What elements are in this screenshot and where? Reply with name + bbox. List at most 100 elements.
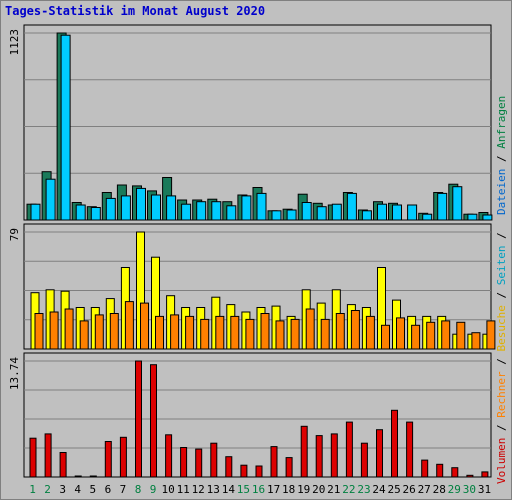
bar-dateien-day-31 [482, 214, 493, 221]
bar-volumen-day-26 [406, 421, 414, 478]
bar-dateien-day-27 [422, 213, 433, 221]
bar-volumen-day-1 [29, 437, 37, 478]
xtick-label-5: 5 [89, 483, 96, 496]
bar-dateien-day-16 [256, 192, 267, 221]
bar-volumen-day-16 [255, 465, 263, 478]
bar-volumen-day-7 [119, 436, 127, 478]
bar-dateien-day-7 [120, 195, 131, 221]
bar-volumen-day-22 [345, 421, 353, 478]
bar-volumen-day-25 [391, 409, 398, 478]
bar-rechner-day-11 [185, 315, 195, 350]
bar-volumen-day-2 [44, 433, 52, 478]
bar-rechner-day-17 [275, 320, 285, 350]
chart-title: Tages-Statistik im Monat August 2020 [5, 4, 266, 18]
bar-rechner-day-8 [140, 302, 149, 350]
bar-dateien-day-6 [105, 197, 116, 221]
xtick-label-16: 16 [252, 483, 265, 496]
side-legend-lower-part-0: Volumen [495, 438, 508, 484]
xtick-label-28: 28 [433, 483, 446, 496]
side-legend-lower-part-6: Seiten [495, 246, 508, 286]
bar-dateien-day-1 [30, 203, 41, 221]
bar-volumen-day-29 [451, 467, 459, 478]
bar-volumen-day-8 [135, 360, 142, 478]
side-legend-upper-part-0: Dateien [495, 169, 508, 215]
xtick-label-21: 21 [327, 483, 340, 496]
bar-rechner-day-20 [320, 318, 330, 350]
bar-dateien-day-12 [196, 201, 207, 221]
bar-rechner-day-24 [381, 324, 390, 350]
bar-rechner-day-23 [365, 315, 375, 350]
xtick-label-22: 22 [342, 483, 355, 496]
bar-volumen-day-10 [165, 434, 173, 478]
y-ticks: 1123 79 13.74 [8, 29, 21, 390]
xtick-label-30: 30 [463, 483, 476, 496]
bar-dateien-day-11 [181, 203, 192, 221]
bar-dateien-day-30 [467, 213, 478, 221]
bar-rechner-day-15 [245, 318, 255, 350]
xtick-label-14: 14 [222, 483, 236, 496]
bar-dateien-day-23 [361, 210, 372, 221]
xtick-label-9: 9 [150, 483, 157, 496]
bar-dateien-day-18 [286, 209, 297, 221]
bar-volumen-day-3 [59, 452, 67, 478]
bar-rechner-day-6 [109, 313, 119, 350]
bar-rechner-day-10 [170, 314, 180, 350]
bar-volumen-day-30 [466, 474, 474, 478]
x-ticks: 1 2 3 4 5 6 7 8 9 10 11 12 13 14 15 16 17 18 19 20 21 22 23 24 2… [29, 483, 491, 496]
bar-dateien-day-17 [271, 210, 282, 221]
side-legend-lower-part-4: Besuche [495, 305, 508, 351]
xtick-label-7: 7 [120, 483, 127, 496]
bar-dateien-day-22 [346, 192, 357, 221]
bar-volumen-day-23 [360, 442, 368, 478]
bar-dateien-day-25 [392, 204, 402, 221]
bar-volumen-day-21 [330, 433, 338, 478]
bar-volumen-day-28 [436, 463, 444, 478]
bar-volumen-day-15 [240, 464, 248, 478]
side-legend-upper-part-1: / [495, 149, 508, 169]
bar-dateien-day-29 [452, 186, 463, 221]
bar-rechner-day-2 [49, 311, 59, 350]
bar-dateien-day-21 [331, 203, 342, 221]
xtick-label-18: 18 [282, 483, 295, 496]
xtick-label-23: 23 [357, 483, 370, 496]
ytick-label-middle: 79 [8, 228, 21, 241]
xtick-label-15: 15 [237, 483, 250, 496]
bar-dateien-day-3 [60, 34, 71, 221]
bar-rechner-day-25 [396, 317, 405, 350]
xtick-label-24: 24 [372, 483, 386, 496]
xtick-label-10: 10 [161, 483, 174, 496]
bar-volumen-day-9 [150, 364, 157, 478]
side-legend-upper-part-2: Anfragen [495, 96, 508, 149]
xtick-label-29: 29 [448, 483, 461, 496]
xtick-label-4: 4 [74, 483, 81, 496]
bar-volumen-day-18 [285, 457, 293, 478]
bar-dateien-day-14 [226, 205, 237, 221]
bar-dateien-day-19 [301, 202, 312, 221]
bar-rechner-day-13 [215, 315, 225, 350]
bar-rechner-day-3 [64, 308, 74, 350]
xtick-label-17: 17 [267, 483, 280, 496]
bar-volumen-day-5 [89, 475, 97, 478]
bar-volumen-day-17 [270, 446, 278, 478]
panels [23, 24, 492, 478]
bar-rechner-day-21 [335, 313, 345, 350]
xtick-label-11: 11 [177, 483, 190, 496]
bar-rechner-day-28 [441, 320, 451, 350]
bar-rechner-day-29 [456, 321, 466, 350]
xtick-label-3: 3 [59, 483, 66, 496]
side-legend-lower-part-1: / [495, 418, 508, 438]
bar-rechner-day-18 [290, 318, 300, 350]
bar-dateien-day-13 [211, 201, 222, 221]
xtick-label-19: 19 [297, 483, 310, 496]
bar-rechner-day-5 [94, 314, 104, 350]
bar-dateien-day-15 [241, 195, 252, 221]
xtick-label-27: 27 [418, 483, 431, 496]
xtick-label-6: 6 [105, 483, 112, 496]
ytick-label-bottom: 13.74 [8, 357, 21, 390]
xtick-label-25: 25 [387, 483, 400, 496]
xtick-label-1: 1 [29, 483, 36, 496]
bar-rechner-day-16 [260, 313, 270, 350]
side-legend-lower-part-3: / [495, 352, 508, 372]
xtick-label-12: 12 [192, 483, 205, 496]
bar-dateien-day-4 [75, 204, 86, 221]
